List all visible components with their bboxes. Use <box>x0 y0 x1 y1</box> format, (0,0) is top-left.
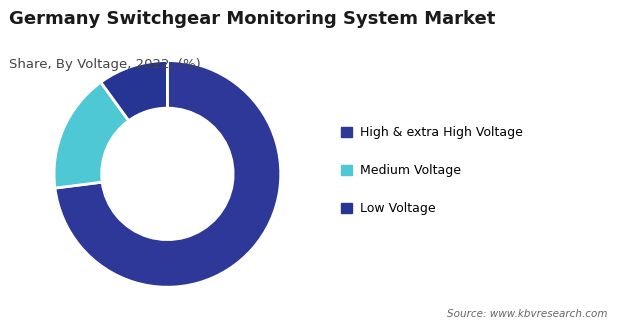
Wedge shape <box>55 61 281 287</box>
Text: Source: www.kbvresearch.com: Source: www.kbvresearch.com <box>447 309 608 319</box>
Wedge shape <box>101 61 167 121</box>
Legend: High & extra High Voltage, Medium Voltage, Low Voltage: High & extra High Voltage, Medium Voltag… <box>341 126 523 215</box>
Text: Germany Switchgear Monitoring System Market: Germany Switchgear Monitoring System Mar… <box>9 10 495 28</box>
Wedge shape <box>54 82 129 188</box>
Text: Share, By Voltage, 2022, (%): Share, By Voltage, 2022, (%) <box>9 58 201 71</box>
